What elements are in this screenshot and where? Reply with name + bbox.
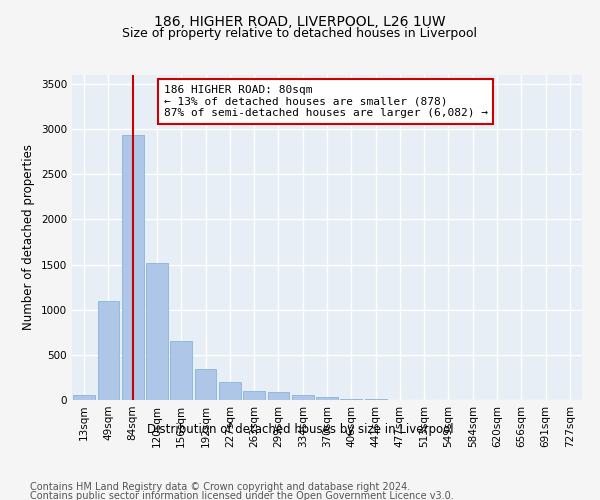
Text: Contains HM Land Registry data © Crown copyright and database right 2024.: Contains HM Land Registry data © Crown c… bbox=[30, 482, 410, 492]
Text: Size of property relative to detached houses in Liverpool: Size of property relative to detached ho… bbox=[122, 28, 478, 40]
Text: 186 HIGHER ROAD: 80sqm
← 13% of detached houses are smaller (878)
87% of semi-de: 186 HIGHER ROAD: 80sqm ← 13% of detached… bbox=[164, 84, 488, 118]
Text: 186, HIGHER ROAD, LIVERPOOL, L26 1UW: 186, HIGHER ROAD, LIVERPOOL, L26 1UW bbox=[154, 15, 446, 29]
Bar bbox=[219, 382, 241, 400]
Text: Contains public sector information licensed under the Open Government Licence v3: Contains public sector information licen… bbox=[30, 491, 454, 500]
Bar bbox=[97, 300, 119, 400]
Bar bbox=[365, 399, 386, 400]
Bar bbox=[146, 263, 168, 400]
Bar bbox=[292, 395, 314, 400]
Bar bbox=[243, 391, 265, 400]
Bar bbox=[268, 392, 289, 400]
Bar bbox=[122, 134, 143, 400]
Bar bbox=[316, 398, 338, 400]
Bar bbox=[73, 396, 95, 400]
Bar bbox=[340, 398, 362, 400]
Text: Distribution of detached houses by size in Liverpool: Distribution of detached houses by size … bbox=[146, 422, 454, 436]
Y-axis label: Number of detached properties: Number of detached properties bbox=[22, 144, 35, 330]
Bar bbox=[194, 370, 217, 400]
Bar bbox=[170, 342, 192, 400]
